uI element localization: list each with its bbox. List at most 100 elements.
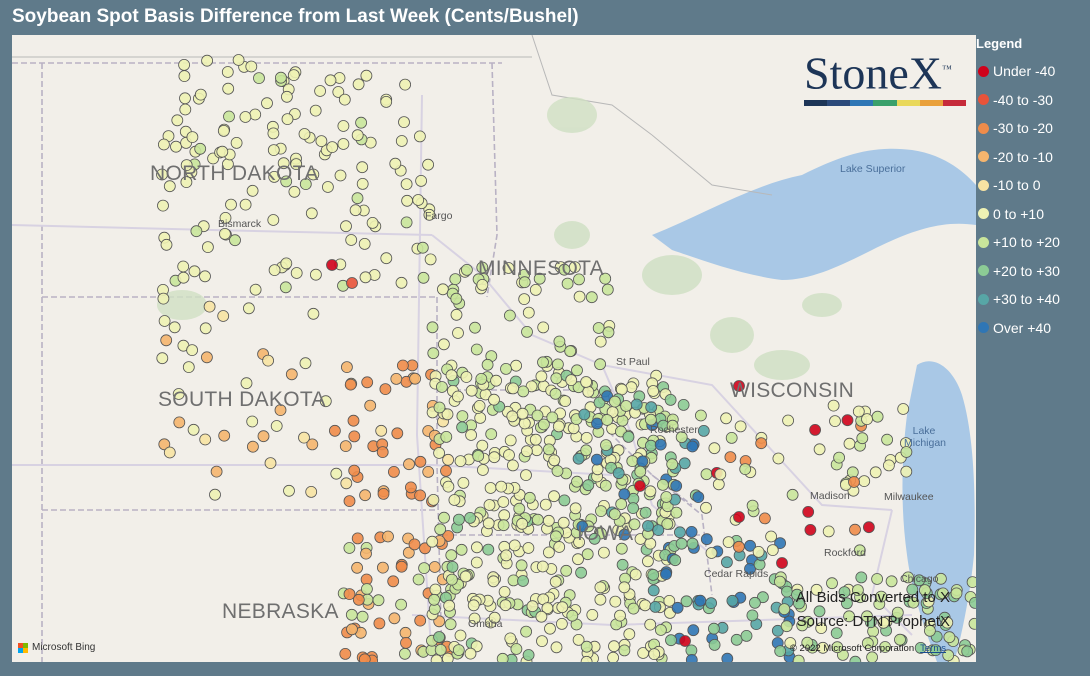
basis-dot[interactable] <box>299 178 312 191</box>
basis-dot[interactable] <box>541 602 554 614</box>
basis-dot[interactable] <box>391 427 404 440</box>
basis-dot[interactable] <box>686 440 699 453</box>
basis-dot[interactable] <box>428 593 441 606</box>
basis-dot[interactable] <box>418 562 431 574</box>
basis-dot[interactable] <box>412 573 425 586</box>
basis-dot[interactable] <box>186 131 199 143</box>
map-view[interactable]: NORTH DAKOTA MINNESOTA SOUTH DAKOTA WISC… <box>12 35 976 662</box>
basis-dot[interactable] <box>288 185 301 198</box>
basis-dot[interactable] <box>445 369 458 382</box>
basis-dot[interactable] <box>906 583 919 596</box>
basis-dot[interactable] <box>553 335 566 348</box>
basis-dot[interactable] <box>283 484 295 497</box>
basis-dot[interactable] <box>351 561 364 574</box>
basis-dot[interactable] <box>239 111 252 123</box>
basis-dot[interactable] <box>442 480 455 493</box>
basis-dot[interactable] <box>879 641 891 653</box>
basis-dot[interactable] <box>361 376 374 389</box>
basis-dot[interactable] <box>456 410 469 423</box>
basis-dot[interactable] <box>499 599 512 612</box>
basis-dot[interactable] <box>861 413 873 426</box>
basis-dot[interactable] <box>246 415 259 428</box>
basis-dot[interactable] <box>518 293 531 306</box>
basis-dot[interactable] <box>521 325 533 338</box>
basis-dot[interactable] <box>484 482 497 494</box>
basis-dot[interactable] <box>609 595 622 608</box>
basis-dot[interactable] <box>827 399 840 412</box>
basis-dot[interactable] <box>346 623 358 636</box>
basis-dot[interactable] <box>454 629 467 642</box>
basis-dot[interactable] <box>721 652 734 662</box>
basis-dot[interactable] <box>314 85 327 97</box>
basis-dot[interactable] <box>786 488 799 501</box>
basis-dot[interactable] <box>452 513 465 526</box>
legend-item[interactable]: Over +40 <box>976 314 1090 343</box>
basis-dot[interactable] <box>217 125 230 137</box>
basis-dot[interactable] <box>877 616 890 629</box>
basis-dot[interactable] <box>221 66 234 78</box>
basis-dot[interactable] <box>531 409 544 422</box>
basis-dot[interactable] <box>725 431 738 444</box>
basis-dot[interactable] <box>543 443 555 456</box>
basis-dot[interactable] <box>306 438 319 451</box>
basis-dot[interactable] <box>356 610 369 623</box>
basis-dot[interactable] <box>366 216 379 229</box>
basis-dot[interactable] <box>618 644 631 657</box>
basis-dot[interactable] <box>858 475 871 488</box>
basis-dot[interactable] <box>516 517 529 530</box>
basis-dot[interactable] <box>520 625 532 638</box>
basis-dot[interactable] <box>168 321 181 334</box>
basis-dot[interactable] <box>349 204 362 217</box>
basis-dot[interactable] <box>500 549 513 562</box>
basis-dot[interactable] <box>595 505 607 518</box>
basis-dot[interactable] <box>485 428 498 441</box>
basis-dot[interactable] <box>551 465 564 477</box>
basis-dot[interactable] <box>730 633 743 646</box>
basis-dot[interactable] <box>796 619 809 632</box>
basis-dot[interactable] <box>550 641 563 654</box>
basis-dot[interactable] <box>600 439 612 452</box>
basis-dot[interactable] <box>437 338 450 351</box>
basis-dot[interactable] <box>599 272 612 285</box>
basis-dot[interactable] <box>846 466 859 479</box>
basis-dot[interactable] <box>968 617 976 630</box>
basis-dot[interactable] <box>475 372 488 385</box>
basis-dot[interactable] <box>576 520 589 533</box>
basis-dot[interactable] <box>885 575 898 588</box>
basis-dot[interactable] <box>360 583 373 595</box>
basis-dot[interactable] <box>180 176 193 189</box>
basis-dot[interactable] <box>961 645 974 658</box>
basis-dot[interactable] <box>863 521 875 534</box>
basis-dot[interactable] <box>290 158 303 171</box>
basis-dot[interactable] <box>395 560 408 573</box>
basis-dot[interactable] <box>422 465 435 478</box>
basis-dot[interactable] <box>531 513 544 526</box>
basis-dot[interactable] <box>776 557 788 569</box>
basis-dot[interactable] <box>358 237 371 250</box>
basis-dot[interactable] <box>841 414 854 427</box>
basis-dot[interactable] <box>666 458 679 471</box>
basis-dot[interactable] <box>459 570 472 583</box>
basis-dot[interactable] <box>346 277 358 289</box>
basis-dot[interactable] <box>460 371 473 383</box>
basis-dot[interactable] <box>692 491 705 504</box>
basis-dot[interactable] <box>661 518 674 530</box>
basis-dot[interactable] <box>943 631 956 644</box>
basis-dot[interactable] <box>565 374 578 387</box>
basis-dot[interactable] <box>452 327 464 339</box>
basis-dot[interactable] <box>720 412 732 425</box>
basis-dot[interactable] <box>708 622 720 635</box>
basis-dot[interactable] <box>249 283 262 296</box>
basis-dot[interactable] <box>802 505 815 518</box>
basis-dot[interactable] <box>660 568 672 580</box>
basis-dot[interactable] <box>268 170 281 183</box>
basis-dot[interactable] <box>792 654 805 662</box>
basis-dot[interactable] <box>670 506 683 519</box>
basis-dot[interactable] <box>180 159 193 172</box>
basis-dot[interactable] <box>343 542 356 554</box>
basis-dot[interactable] <box>618 528 631 541</box>
basis-dot[interactable] <box>556 601 569 614</box>
basis-dot[interactable] <box>382 530 394 543</box>
basis-dot[interactable] <box>267 127 280 140</box>
basis-dot[interactable] <box>467 599 480 612</box>
